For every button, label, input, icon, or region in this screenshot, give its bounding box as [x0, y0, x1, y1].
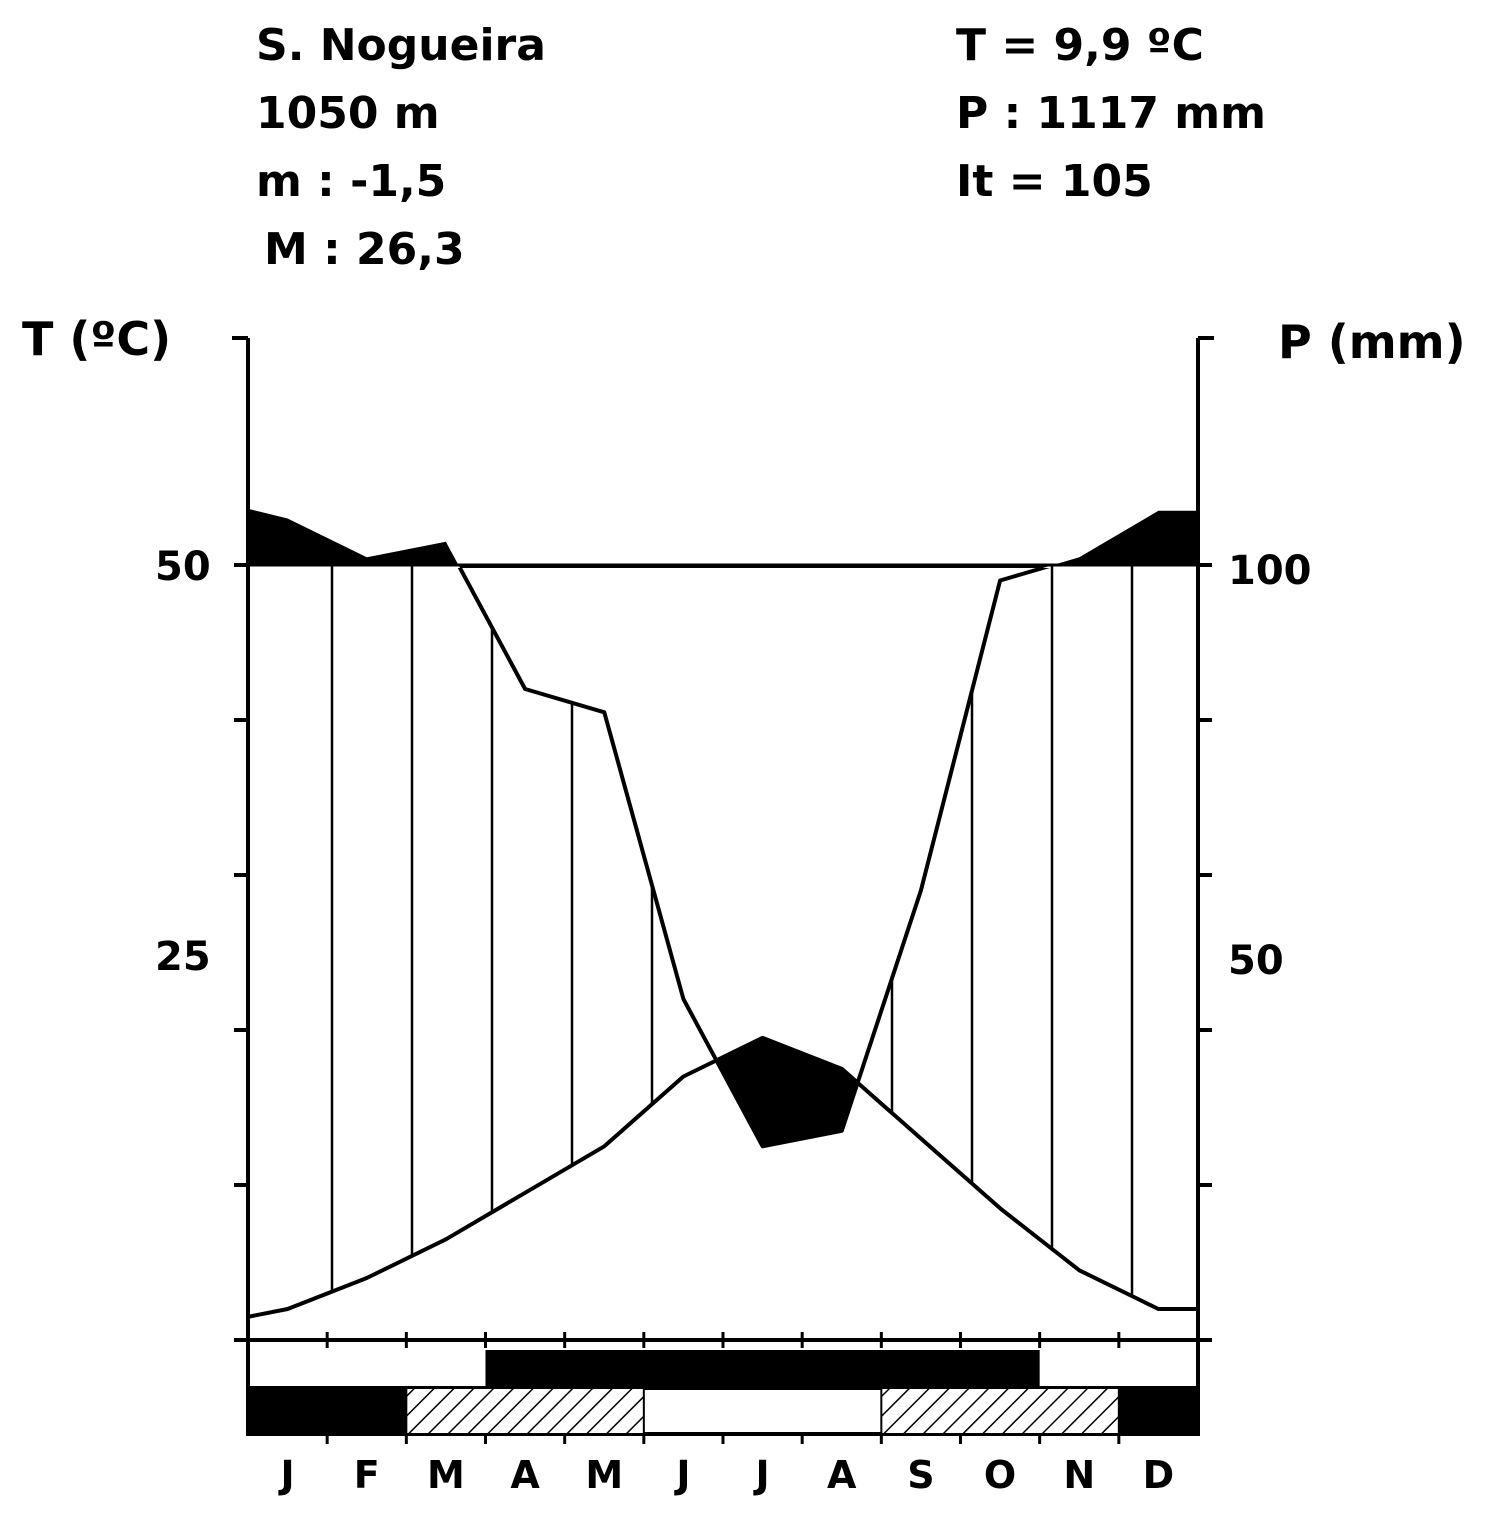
curves-layer — [247, 563, 1198, 1319]
left-tick-label-50: 50 — [155, 544, 211, 590]
station-info-right: T = 9,9 ºC P : 1117 mm It = 105 — [956, 12, 1266, 216]
station-min-temp: m : -1,5 — [256, 156, 447, 207]
precipitation-curve — [457, 568, 1050, 1149]
dry-period-fill — [718, 1038, 856, 1146]
bottom-bar-hatched — [880, 1387, 1120, 1435]
station-index: It = 105 — [956, 156, 1153, 207]
station-info-left: S. Nogueira 1050 m m : -1,5 M : 26,3 — [256, 12, 546, 284]
month-label-9: O — [984, 1453, 1016, 1497]
station-mean-temp: T = 9,9 ºC — [956, 20, 1204, 71]
month-label-4: M — [585, 1453, 623, 1497]
month-label-11: D — [1143, 1453, 1175, 1497]
month-label-1: F — [354, 1453, 380, 1497]
left-tick-label-25: 25 — [155, 934, 211, 980]
bars-layer — [248, 1350, 1198, 1444]
month-label-10: N — [1063, 1453, 1095, 1497]
month-label-2: M — [427, 1453, 465, 1497]
station-precipitation: P : 1117 mm — [956, 88, 1266, 139]
station-max-temp: M : 26,3 — [264, 224, 465, 275]
right-tick-label-50: 50 — [1228, 938, 1284, 984]
month-label-3: A — [510, 1453, 540, 1497]
bottom-bar-solid — [1118, 1388, 1198, 1434]
bottom-bar-hatched — [405, 1387, 645, 1435]
humid-hatching-layer — [330, 565, 1134, 1297]
station-name: S. Nogueira — [256, 20, 546, 71]
month-label-5: J — [673, 1453, 690, 1497]
axes-layer — [232, 336, 1214, 1436]
temperature-curve — [247, 1035, 1198, 1319]
fills-layer — [248, 508, 1198, 1146]
month-label-7: A — [827, 1453, 857, 1497]
right-axis-title: P (mm) — [1278, 315, 1466, 369]
frost-bar-solid — [485, 1350, 1040, 1386]
left-axis-title: T (ºC) — [22, 312, 171, 366]
month-label-8: S — [907, 1453, 934, 1497]
month-label-6: J — [753, 1453, 770, 1497]
bottom-bar-solid — [248, 1388, 407, 1434]
station-altitude: 1050 m — [256, 88, 440, 139]
superhumid-fill — [248, 508, 1198, 568]
month-label-0: J — [278, 1453, 295, 1497]
right-tick-label-100: 100 — [1228, 548, 1312, 594]
